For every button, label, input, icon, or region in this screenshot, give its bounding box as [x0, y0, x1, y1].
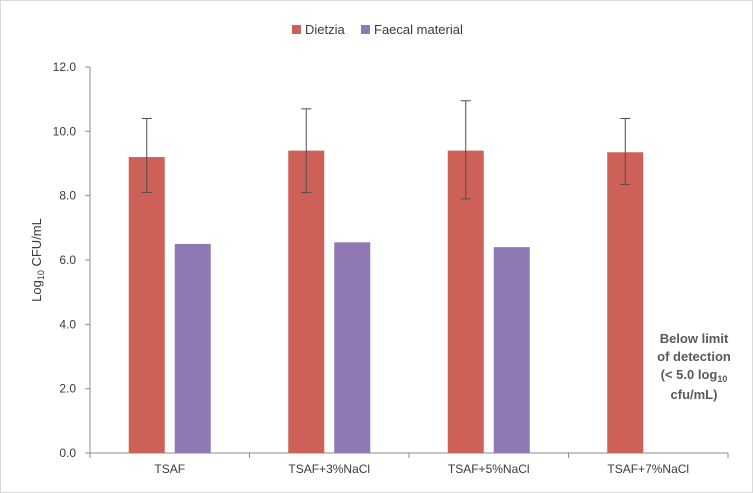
note-line-1: Below limit [660, 331, 729, 346]
note-line-3: (< 5.0 log10 [661, 367, 728, 384]
legend-label-dietzia: Dietzia [305, 22, 346, 37]
bar-faecal-material-1 [174, 243, 211, 453]
bar-dietzia-2 [288, 150, 325, 453]
x-tick-labels: TSAF TSAF+3%NaCl TSAF+5%NaCl TSAF+7%NaCl [154, 462, 689, 476]
x-tick-label: TSAF+3%NaCl [288, 462, 370, 476]
x-tick-label: TSAF [154, 462, 185, 476]
y-tick-label: 2.0 [59, 382, 76, 396]
y-tick-label: 8.0 [59, 189, 76, 203]
y-axis-title: Log10 CFU/mL [29, 218, 46, 302]
note-line-3-subscript: 10 [717, 374, 727, 384]
legend-swatch-dietzia [292, 25, 301, 34]
y-tick-label: 6.0 [59, 253, 76, 267]
y-tick-label: 4.0 [59, 317, 76, 331]
legend-label-faecal-material: Faecal material [374, 22, 463, 37]
bar-faecal-material-2 [334, 242, 371, 453]
bar-faecal-material-3 [493, 247, 530, 453]
y-tick-label: 12.0 [53, 60, 77, 74]
bar-dietzia-1 [128, 157, 165, 454]
y-tick-labels: 0.0 2.0 4.0 6.0 8.0 10.0 12.0 [53, 60, 77, 460]
detection-limit-note: Below limit of detection (< 5.0 log10 cf… [657, 331, 731, 402]
note-line-2: of detection [657, 349, 731, 364]
y-axis-title-subscript: 10 [36, 270, 46, 280]
note-line-4: cfu/mL) [671, 387, 718, 402]
x-tick-label: TSAF+7%NaCl [607, 462, 689, 476]
y-axis-title-suffix: CFU/mL [29, 218, 44, 270]
note-line-3-main: (< 5.0 log [661, 367, 718, 382]
y-tick-label: 0.0 [59, 446, 76, 460]
y-tick-label: 10.0 [53, 124, 77, 138]
legend: Dietzia Faecal material [292, 22, 463, 37]
bars [128, 150, 644, 454]
error-bars [141, 100, 631, 200]
bar-dietzia-3 [447, 150, 484, 453]
y-axis-title-main: Log [29, 280, 44, 302]
x-tick-label: TSAF+5%NaCl [448, 462, 530, 476]
legend-swatch-faecal-material [361, 25, 370, 34]
bar-dietzia-4 [607, 152, 644, 453]
